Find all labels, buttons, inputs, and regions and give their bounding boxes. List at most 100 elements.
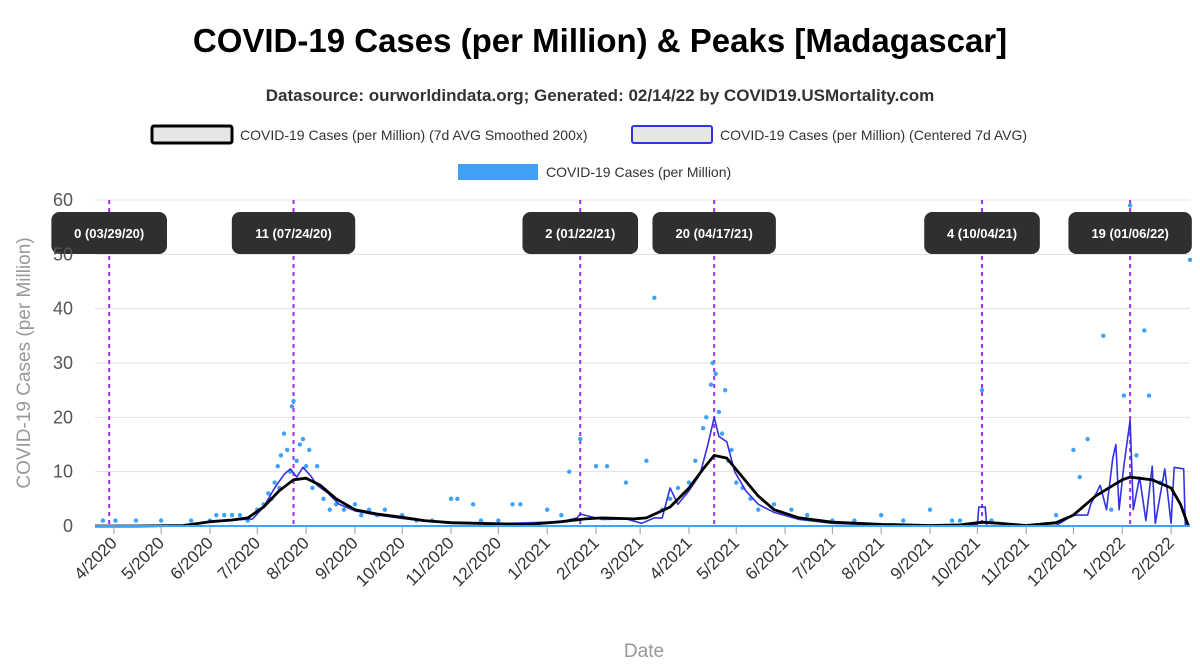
x-tick-label: 7/2020 bbox=[214, 533, 264, 583]
peak-label: 20 (04/17/21) bbox=[676, 226, 753, 241]
daily-case-point bbox=[1187, 257, 1193, 262]
daily-case-point bbox=[352, 502, 358, 507]
daily-case-point bbox=[719, 431, 725, 436]
daily-case-point bbox=[341, 507, 347, 512]
daily-case-point bbox=[321, 496, 326, 502]
daily-case-point bbox=[1109, 507, 1114, 512]
daily-case-point bbox=[100, 518, 106, 523]
daily-case-point bbox=[510, 502, 515, 507]
daily-case-point bbox=[278, 453, 284, 458]
daily-case-point bbox=[221, 512, 227, 518]
daily-case-point bbox=[756, 507, 761, 512]
y-tick-label: 10 bbox=[53, 462, 73, 482]
daily-case-point bbox=[1127, 203, 1133, 208]
smoothed-7d-avg-line bbox=[95, 453, 1190, 528]
daily-case-point bbox=[307, 447, 312, 453]
daily-case-point bbox=[1053, 512, 1059, 518]
x-tick-label: 2/2022 bbox=[1128, 533, 1178, 583]
legend-swatch-smoothed[interactable] bbox=[150, 124, 234, 145]
daily-case-point bbox=[979, 387, 985, 393]
daily-case-point bbox=[901, 518, 906, 523]
daily-case-point bbox=[1101, 333, 1106, 339]
daily-case-point bbox=[289, 404, 295, 409]
daily-case-point bbox=[229, 512, 235, 518]
daily-case-point bbox=[604, 464, 610, 469]
daily-case-point bbox=[675, 485, 681, 491]
daily-case-point bbox=[878, 512, 884, 518]
legend-label-smoothed[interactable]: COVID-19 Cases (per Million) (7d AVG Smo… bbox=[240, 127, 588, 143]
daily-case-point bbox=[300, 436, 306, 442]
daily-case-point bbox=[652, 295, 657, 300]
y-tick-label: 30 bbox=[53, 353, 73, 373]
daily-case-point bbox=[294, 458, 299, 463]
daily-case-point bbox=[710, 360, 715, 366]
daily-case-point bbox=[1071, 447, 1076, 453]
peak-label: 4 (10/04/21) bbox=[947, 226, 1017, 241]
daily-case-point bbox=[686, 480, 692, 485]
daily-case-point bbox=[327, 507, 332, 512]
daily-case-point bbox=[359, 512, 364, 518]
peak-label: 0 (03/29/20) bbox=[74, 226, 144, 241]
daily-case-point bbox=[285, 447, 290, 453]
legend-label-centered[interactable]: COVID-19 Cases (per Million) (Centered 7… bbox=[720, 127, 1027, 143]
daily-case-point bbox=[272, 480, 277, 485]
daily-case-point bbox=[470, 502, 476, 507]
daily-case-point bbox=[559, 512, 564, 518]
y-tick-label: 50 bbox=[53, 244, 73, 264]
x-tick-label: 10/2020 bbox=[352, 533, 409, 590]
x-tick-label: 7/2021 bbox=[789, 533, 839, 583]
daily-case-point bbox=[518, 502, 523, 507]
daily-case-point bbox=[957, 518, 963, 523]
daily-case-point bbox=[1146, 393, 1152, 398]
y-axis-title: COVID-19 Cases (per Million) bbox=[14, 237, 35, 488]
legend-swatch-daily[interactable] bbox=[458, 164, 538, 180]
daily-case-point bbox=[297, 442, 303, 447]
daily-case-point bbox=[713, 371, 718, 377]
daily-case-point bbox=[310, 485, 315, 491]
daily-case-point bbox=[478, 518, 484, 523]
y-tick-label: 40 bbox=[53, 299, 73, 319]
daily-case-point bbox=[1121, 393, 1127, 398]
daily-case-point bbox=[544, 507, 550, 512]
daily-case-point bbox=[1134, 453, 1139, 458]
daily-case-point bbox=[708, 382, 714, 387]
legend-label-daily[interactable]: COVID-19 Cases (per Million) bbox=[546, 164, 731, 180]
daily-case-point bbox=[237, 512, 243, 518]
chart-subtitle: Datasource: ourworldindata.org; Generate… bbox=[265, 86, 935, 105]
daily-case-point bbox=[1077, 474, 1082, 480]
peak-label-box bbox=[51, 212, 167, 254]
x-tick-label: 11/2020 bbox=[402, 533, 458, 589]
daily-case-point bbox=[158, 518, 164, 523]
series-layer bbox=[94, 203, 1193, 528]
daily-case-point bbox=[275, 464, 280, 469]
daily-case-point bbox=[314, 464, 320, 469]
daily-case-point bbox=[382, 507, 388, 512]
daily-case-point bbox=[693, 458, 698, 463]
x-tick-label: 1/2022 bbox=[1079, 533, 1129, 583]
chart-title: COVID-19 Cases (per Million) & Peaks [Ma… bbox=[192, 22, 1008, 59]
daily-case-point bbox=[303, 464, 309, 469]
daily-case-point bbox=[1142, 328, 1147, 333]
daily-case-point bbox=[852, 518, 857, 523]
daily-case-point bbox=[927, 507, 933, 512]
x-tick-label: 3/2021 bbox=[597, 533, 647, 583]
legend-swatch-centered[interactable] bbox=[631, 125, 713, 144]
daily-case-point bbox=[623, 480, 629, 485]
daily-case-point bbox=[716, 409, 722, 415]
x-tick-label: 4/2021 bbox=[646, 533, 696, 583]
daily-case-point bbox=[188, 518, 194, 523]
y-tick-label: 0 bbox=[63, 516, 73, 536]
x-tick-label: 11/2021 bbox=[977, 533, 1033, 589]
peak-label-box bbox=[924, 212, 1040, 254]
peak-label: 2 (01/22/21) bbox=[545, 226, 615, 241]
peak-label-box bbox=[1068, 212, 1192, 254]
daily-case-point bbox=[291, 398, 296, 404]
daily-case-point bbox=[734, 480, 739, 485]
x-tick-label: 8/2020 bbox=[263, 533, 313, 583]
daily-case-point bbox=[789, 507, 794, 512]
x-tick-label: 12/2020 bbox=[448, 533, 505, 590]
daily-case-point bbox=[266, 491, 271, 496]
daily-case-point bbox=[700, 426, 706, 431]
daily-case-point bbox=[723, 387, 728, 393]
x-tick-label: 6/2020 bbox=[167, 533, 217, 583]
